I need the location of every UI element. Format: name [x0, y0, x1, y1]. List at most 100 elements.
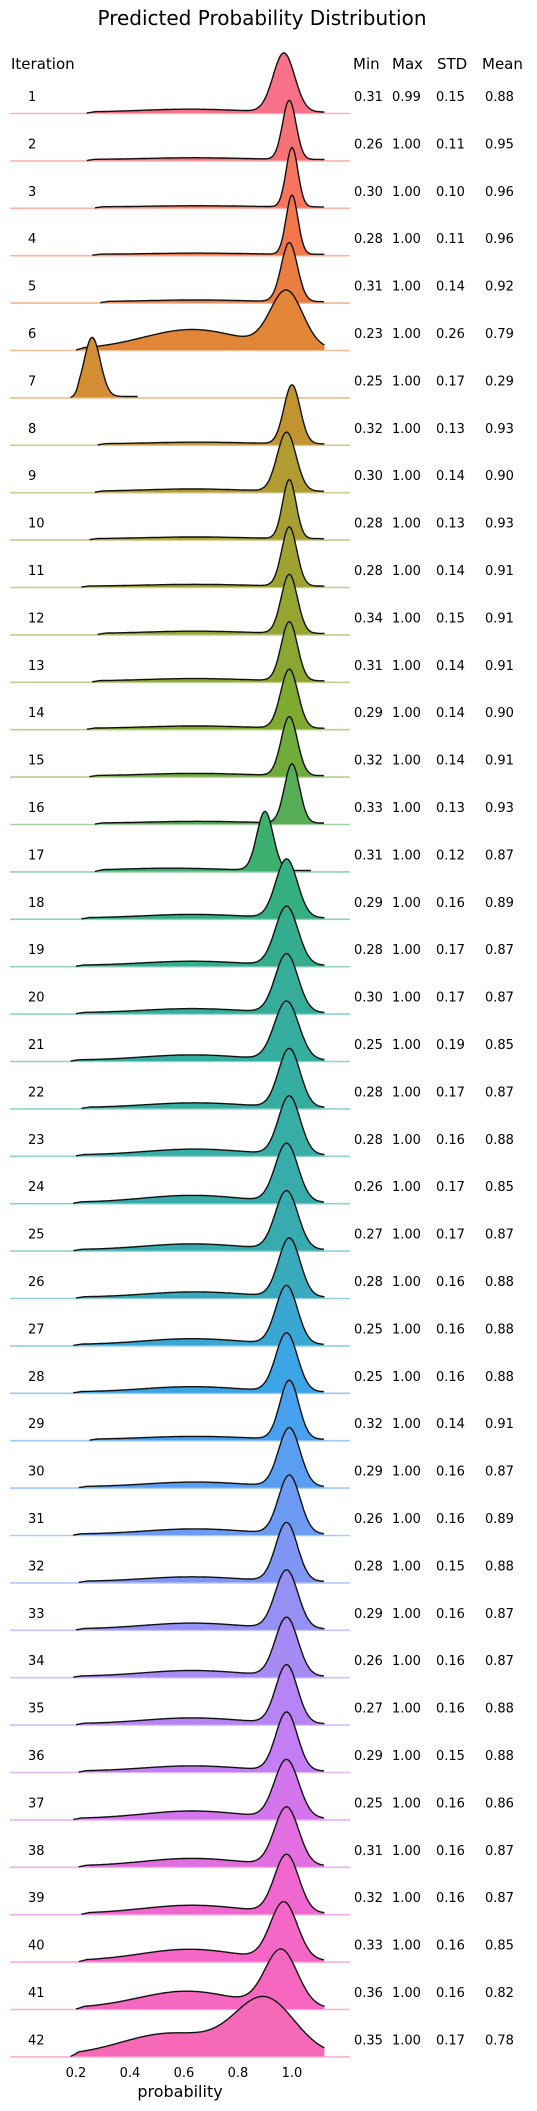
ridge-area [76, 1664, 325, 1725]
stat-max: 1.00 [392, 137, 421, 152]
stat-std: 0.16 [436, 1986, 465, 2001]
ridge-area [76, 1569, 325, 1630]
stat-min: 0.32 [354, 422, 383, 437]
iteration-label: 25 [28, 1228, 45, 1243]
stat-std: 0.14 [436, 280, 465, 295]
iteration-label: 17 [28, 848, 45, 863]
stat-std: 0.16 [436, 1133, 465, 1148]
stat-max: 0.99 [392, 90, 421, 105]
stat-min: 0.31 [354, 848, 383, 863]
stat-min: 0.36 [354, 1986, 383, 2001]
iteration-label: 24 [28, 1180, 45, 1195]
iteration-label: 18 [28, 896, 45, 911]
ridge-line [73, 1616, 324, 1678]
stat-max: 1.00 [392, 991, 421, 1006]
stat-min: 0.32 [354, 1417, 383, 1432]
stat-std: 0.16 [436, 1702, 465, 1717]
ridge-area [89, 716, 324, 777]
ridge-line [73, 1332, 324, 1394]
iteration-label: 42 [28, 2033, 45, 2048]
stat-min: 0.26 [354, 137, 383, 152]
stat-std: 0.16 [436, 1322, 465, 1337]
ridge-area [94, 147, 324, 208]
stat-max: 1.00 [392, 1749, 421, 1764]
iteration-label: 9 [28, 469, 36, 484]
stat-std: 0.17 [436, 943, 465, 958]
ridge-line [78, 1426, 324, 1489]
stat-min: 0.33 [354, 801, 383, 816]
ridge-line [92, 621, 325, 683]
stat-mean: 0.90 [485, 469, 514, 484]
ridge-line [70, 1995, 325, 2058]
stat-mean: 0.92 [485, 280, 514, 295]
stat-min: 0.25 [354, 374, 383, 389]
stat-min: 0.30 [354, 185, 383, 200]
ridge-area [78, 1712, 324, 1772]
ridge-line [97, 573, 325, 636]
stat-min: 0.26 [354, 1654, 383, 1669]
stat-mean: 0.88 [485, 90, 514, 105]
stat-min: 0.23 [354, 327, 383, 342]
stat-min: 0.29 [354, 1749, 383, 1764]
iteration-label: 28 [28, 1370, 45, 1385]
stat-std: 0.14 [436, 1417, 465, 1432]
ridge-area [81, 858, 325, 919]
stat-max: 1.00 [392, 280, 421, 295]
stat-max: 1.00 [392, 1085, 421, 1100]
stat-min: 0.34 [354, 611, 383, 626]
stat-std: 0.17 [436, 991, 465, 1006]
ridge-area [76, 1238, 325, 1298]
ridge-area [86, 669, 325, 730]
stat-mean: 0.88 [485, 1370, 514, 1385]
stat-std: 0.16 [436, 1465, 465, 1480]
ridge-line [100, 241, 324, 304]
stat-mean: 0.86 [485, 1796, 514, 1811]
x-tick-label: 1.0 [282, 2066, 303, 2081]
stat-min: 0.30 [354, 469, 383, 484]
stat-mean: 0.91 [485, 564, 514, 579]
stat-min: 0.31 [354, 1844, 383, 1859]
x-tick-label: 0.4 [120, 2066, 141, 2081]
stat-min: 0.31 [354, 90, 383, 105]
ridge-line [73, 1758, 325, 1821]
stat-min: 0.33 [354, 1939, 383, 1954]
x-tick-label: 0.6 [174, 2066, 195, 2081]
ridge-line [86, 668, 325, 730]
x-axis: 0.2 0.4 0.6 0.8 1.0 [66, 2066, 303, 2081]
stat-max: 1.00 [392, 422, 421, 437]
stat-std: 0.14 [436, 469, 465, 484]
stat-std: 0.16 [436, 1370, 465, 1385]
stat-std: 0.16 [436, 1275, 465, 1290]
stat-mean: 0.89 [485, 1512, 514, 1527]
ridge-area [100, 242, 324, 303]
stat-max: 1.00 [392, 374, 421, 389]
iteration-label: 22 [28, 1085, 45, 1100]
stat-mean: 0.93 [485, 422, 514, 437]
stat-mean: 0.95 [485, 137, 514, 152]
stat-max: 1.00 [392, 517, 421, 532]
stat-max: 1.00 [392, 1322, 421, 1337]
stat-max: 1.00 [392, 1702, 421, 1717]
stat-min: 0.27 [354, 1702, 383, 1717]
stat-mean: 0.87 [485, 1228, 514, 1243]
iteration-label: 1 [28, 90, 36, 105]
ridge-line [75, 952, 325, 1015]
stat-min: 0.25 [354, 1322, 383, 1337]
stat-max: 1.00 [392, 1275, 421, 1290]
ridge-line [73, 1474, 324, 1536]
ridge-line [70, 336, 138, 399]
ridge-line [89, 715, 324, 778]
stat-std: 0.16 [436, 1607, 465, 1622]
ridge-area [78, 1427, 324, 1488]
stat-mean: 0.88 [485, 1133, 514, 1148]
stat-mean: 0.96 [485, 185, 514, 200]
iteration-label: 32 [28, 1559, 45, 1574]
iteration-label: 16 [28, 801, 45, 816]
stat-mean: 0.88 [485, 1702, 514, 1717]
stat-max: 1.00 [392, 564, 421, 579]
stat-max: 1.00 [392, 1180, 421, 1195]
ridge-area [73, 1759, 324, 1820]
ridge-area [78, 1901, 324, 1962]
iteration-label: 29 [28, 1417, 45, 1432]
stat-max: 1.00 [392, 185, 421, 200]
